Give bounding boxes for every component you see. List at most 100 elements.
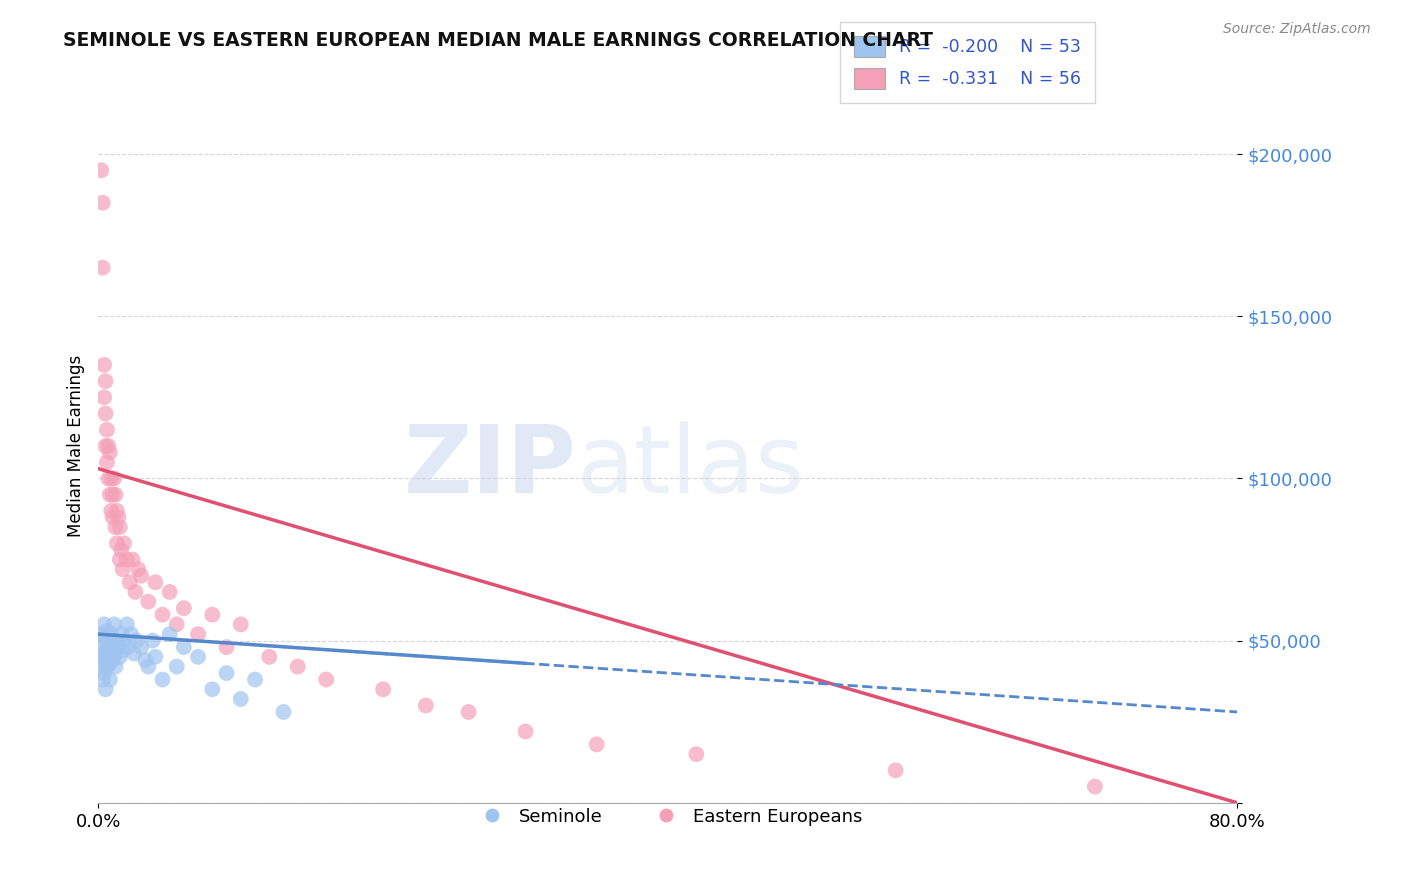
Point <box>187 649 209 664</box>
Point <box>91 195 114 210</box>
Point <box>104 488 127 502</box>
Point <box>229 617 252 632</box>
Point <box>515 724 537 739</box>
Point <box>120 627 142 641</box>
Point <box>457 705 479 719</box>
Point <box>112 633 135 648</box>
Point <box>117 640 139 654</box>
Point <box>98 640 121 654</box>
Point <box>103 640 125 654</box>
Point <box>98 657 121 671</box>
Point <box>108 552 131 566</box>
Point <box>104 659 127 673</box>
Point <box>159 585 181 599</box>
Point <box>243 673 266 687</box>
Point <box>287 659 309 673</box>
Point <box>187 627 209 641</box>
Point <box>91 627 114 641</box>
Point <box>91 260 114 275</box>
Point <box>134 653 156 667</box>
Point <box>100 471 122 485</box>
Point <box>93 666 115 681</box>
Point <box>415 698 437 713</box>
Point <box>103 617 125 632</box>
Point <box>201 607 224 622</box>
Point <box>129 640 152 654</box>
Point <box>112 536 135 550</box>
Point <box>115 552 138 566</box>
Y-axis label: Median Male Earnings: Median Male Earnings <box>66 355 84 537</box>
Point <box>118 575 141 590</box>
Point <box>98 673 121 687</box>
Point <box>94 439 117 453</box>
Point <box>585 738 607 752</box>
Point <box>152 673 174 687</box>
Point <box>315 673 337 687</box>
Point <box>1084 780 1107 794</box>
Point <box>103 471 125 485</box>
Point <box>104 647 127 661</box>
Point <box>173 640 195 654</box>
Point <box>273 705 295 719</box>
Point <box>111 562 134 576</box>
Point <box>105 504 128 518</box>
Point <box>107 640 129 654</box>
Text: ZIP: ZIP <box>404 421 576 514</box>
Point <box>94 682 117 697</box>
Point <box>104 520 127 534</box>
Point <box>105 536 128 550</box>
Point <box>152 607 174 622</box>
Point <box>96 423 118 437</box>
Text: atlas: atlas <box>576 421 806 514</box>
Point <box>101 653 124 667</box>
Point <box>111 643 134 657</box>
Point <box>90 659 112 673</box>
Point <box>96 659 118 673</box>
Point <box>159 627 181 641</box>
Point <box>229 692 252 706</box>
Point <box>101 510 124 524</box>
Point <box>122 647 145 661</box>
Point <box>90 163 112 178</box>
Point <box>129 568 152 582</box>
Point <box>93 358 115 372</box>
Point <box>96 624 118 638</box>
Point <box>101 633 124 648</box>
Point <box>127 562 149 576</box>
Point <box>125 633 148 648</box>
Point <box>96 643 118 657</box>
Point <box>97 471 120 485</box>
Point <box>259 649 281 664</box>
Point <box>94 374 117 388</box>
Point <box>141 633 163 648</box>
Point <box>91 647 114 661</box>
Point <box>173 601 195 615</box>
Point <box>215 666 238 681</box>
Point <box>105 633 128 648</box>
Point <box>94 653 117 667</box>
Legend: Seminole, Eastern Europeans: Seminole, Eastern Europeans <box>467 801 869 833</box>
Point <box>124 585 146 599</box>
Point <box>97 649 120 664</box>
Point <box>94 633 117 648</box>
Point <box>685 747 707 761</box>
Point <box>166 659 188 673</box>
Point <box>107 510 129 524</box>
Point <box>91 673 114 687</box>
Point <box>166 617 188 632</box>
Point <box>108 649 131 664</box>
Text: Source: ZipAtlas.com: Source: ZipAtlas.com <box>1223 22 1371 37</box>
Point <box>97 633 120 648</box>
Point <box>373 682 395 697</box>
Point <box>108 520 131 534</box>
Point <box>215 640 238 654</box>
Point <box>98 445 121 459</box>
Point <box>101 488 124 502</box>
Point <box>115 617 138 632</box>
Point <box>136 659 159 673</box>
Text: SEMINOLE VS EASTERN EUROPEAN MEDIAN MALE EARNINGS CORRELATION CHART: SEMINOLE VS EASTERN EUROPEAN MEDIAN MALE… <box>63 31 934 50</box>
Point <box>98 488 121 502</box>
Point <box>90 640 112 654</box>
Point <box>110 542 132 557</box>
Point <box>121 552 143 566</box>
